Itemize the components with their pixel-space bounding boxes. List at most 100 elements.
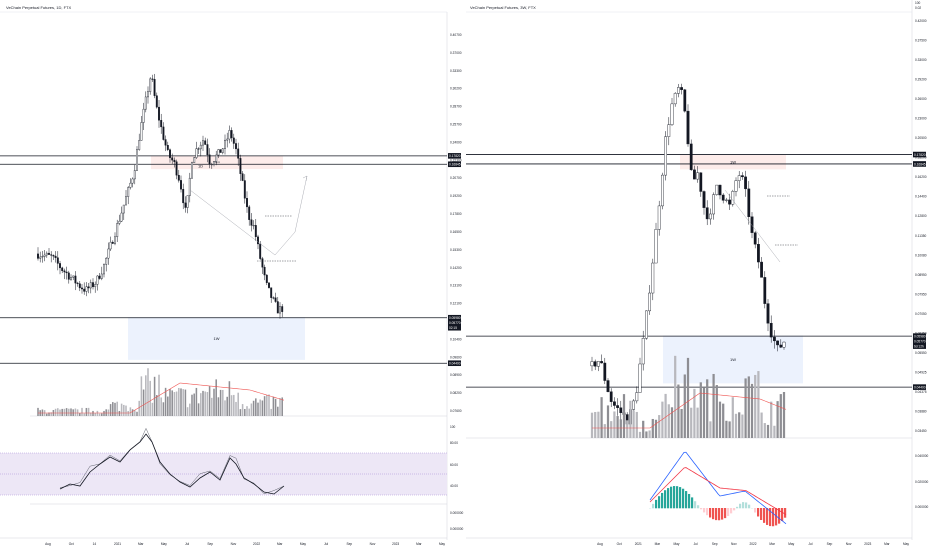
right-price-tick: 0.14400 <box>915 195 927 199</box>
right-macd-histogram-bar <box>778 508 781 524</box>
left-price-tick: 0.24000 <box>450 140 462 144</box>
right-candle <box>667 124 671 137</box>
right-candle <box>702 191 706 208</box>
right-volume-bar <box>594 411 597 438</box>
right-volume-bar <box>683 374 686 438</box>
left-candle <box>162 126 165 140</box>
left-volume-bar <box>140 376 143 416</box>
left-candle <box>241 173 244 181</box>
right-macd-histogram-bar <box>736 506 739 509</box>
right-volume-bar <box>750 383 754 438</box>
left-volume-bar <box>195 387 198 416</box>
right-candle <box>664 136 668 176</box>
right-chart-pane[interactable]: VeChain Perpetual Futures, 3W, FTX <box>466 0 932 550</box>
right-candle <box>731 191 735 205</box>
left-volume-bar <box>171 390 173 416</box>
left-volume-bar <box>272 396 275 416</box>
left-time-tick: May <box>300 542 306 546</box>
right-candle <box>657 205 661 230</box>
right-price-tick: 0.11350 <box>915 234 927 238</box>
left-candle <box>248 206 251 220</box>
left-projection-path <box>189 175 308 256</box>
right-volume-bar <box>597 411 600 438</box>
left-zone-label: 1W <box>214 336 220 341</box>
left-volume-bar <box>72 409 74 416</box>
left-volume-bar <box>114 402 116 416</box>
right-candle <box>721 194 725 201</box>
left-candle <box>252 225 255 227</box>
right-zone <box>663 335 803 384</box>
right-candle <box>773 336 776 342</box>
right-macd-histogram-bar <box>724 508 727 519</box>
left-price-tag-text: 02:15 <box>449 326 457 330</box>
left-volume-bar <box>217 397 220 416</box>
left-candle <box>259 243 262 259</box>
right-price-tick: 0.03450 <box>915 429 927 433</box>
left-price-tick: 0.20700 <box>450 176 462 180</box>
right-volume-bar <box>629 400 632 438</box>
right-candle <box>654 229 658 264</box>
left-volume-bar <box>193 393 195 416</box>
left-price-tick: 0.10400 <box>450 337 462 341</box>
left-candle <box>226 138 229 141</box>
left-zone-label: 1D <box>198 163 203 168</box>
right-macd-histogram-bar <box>673 486 676 509</box>
left-candle <box>56 257 59 264</box>
left-candle <box>39 256 42 259</box>
right-macd-histogram-bar <box>652 503 655 509</box>
left-volume-bar <box>57 408 59 416</box>
right-candle <box>728 199 732 205</box>
right-price-tick: 0.26000 <box>915 97 927 101</box>
left-candle <box>265 274 268 283</box>
left-volume-bar <box>167 396 169 416</box>
left-volume-bar <box>103 410 105 416</box>
right-price-tag <box>913 161 926 167</box>
left-price-tick: 0.07600 <box>450 409 462 413</box>
right-macd-histogram-bar <box>784 508 787 518</box>
left-volume-bar <box>116 401 118 416</box>
right-candle <box>769 322 773 338</box>
left-time-tick: 14 <box>93 542 97 546</box>
left-price-tick: 0.12100 <box>450 302 462 306</box>
right-macd-tick: 0.040000 <box>915 454 929 458</box>
right-volume-bar <box>706 379 709 438</box>
right-volume-bar <box>638 431 642 438</box>
right-candle <box>696 172 700 180</box>
left-candle <box>89 282 92 289</box>
left-candle <box>131 178 134 184</box>
left-candle <box>276 301 279 314</box>
left-volume-bar <box>237 392 239 416</box>
right-macd-histogram-bar <box>733 508 736 511</box>
left-price-tick: 0.15300 <box>450 248 462 252</box>
left-candle <box>246 198 248 208</box>
left-candle <box>250 219 253 226</box>
left-candle <box>109 241 112 250</box>
right-volume-bar <box>616 416 619 438</box>
left-volume-bar <box>68 408 70 416</box>
left-volume-bar <box>268 394 270 416</box>
left-candle <box>61 267 64 272</box>
right-candle <box>763 277 767 304</box>
left-volume-bar <box>200 393 202 416</box>
left-chart-pane[interactable]: VeChain Perpetual Futures, 1D, FTX <box>0 0 466 550</box>
right-time-tick: Sep <box>712 542 718 546</box>
left-volume-bar <box>180 388 182 416</box>
right-macd-histogram-bar <box>703 508 706 513</box>
right-price-tag-text: 0.05980 <box>914 334 926 338</box>
right-price-tick: 0.20500 <box>915 136 927 140</box>
left-volume-bar <box>202 390 204 416</box>
left-rsi-tick: 60.00 <box>450 463 458 467</box>
right-volume-bar <box>690 407 693 438</box>
left-candle <box>43 254 46 257</box>
left-price-tag <box>448 319 461 326</box>
left-candle <box>155 95 158 108</box>
left-volume-bar <box>94 413 96 416</box>
left-candle <box>133 170 136 180</box>
left-price-tick: 0.33300 <box>450 69 462 73</box>
right-macd-histogram-bar <box>697 505 700 509</box>
left-volume-bar <box>92 410 94 416</box>
left-candle <box>235 143 237 150</box>
left-volume-bar <box>65 408 68 416</box>
right-macd-signal-line <box>649 467 787 515</box>
